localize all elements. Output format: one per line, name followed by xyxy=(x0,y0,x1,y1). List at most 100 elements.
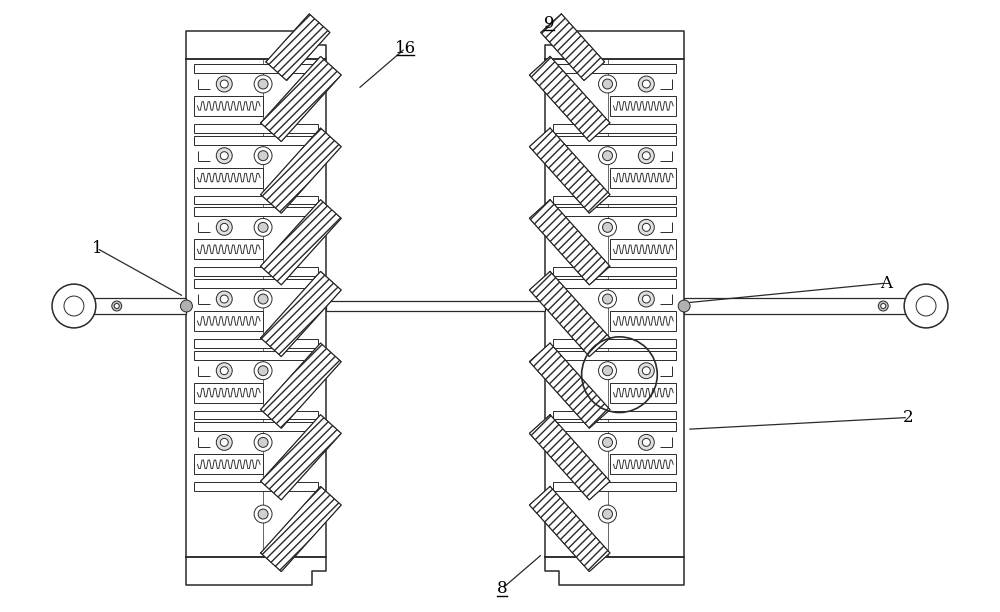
Polygon shape xyxy=(545,557,684,584)
Circle shape xyxy=(220,438,228,446)
Bar xyxy=(553,411,676,419)
Polygon shape xyxy=(545,31,684,59)
Polygon shape xyxy=(529,271,610,357)
Bar xyxy=(194,124,318,133)
Polygon shape xyxy=(541,14,605,81)
Circle shape xyxy=(638,147,654,163)
Circle shape xyxy=(216,291,232,307)
Bar xyxy=(553,339,676,348)
Bar xyxy=(194,311,263,331)
Circle shape xyxy=(599,290,616,308)
Circle shape xyxy=(220,80,228,88)
Circle shape xyxy=(878,301,888,311)
Polygon shape xyxy=(529,56,610,141)
Bar xyxy=(194,267,318,276)
Bar xyxy=(610,96,676,116)
Bar xyxy=(610,311,676,331)
Circle shape xyxy=(258,79,268,89)
Polygon shape xyxy=(529,200,610,285)
Text: 9: 9 xyxy=(544,15,554,32)
Bar xyxy=(194,168,263,187)
Circle shape xyxy=(254,290,272,308)
Bar xyxy=(194,96,263,116)
Bar xyxy=(610,382,676,403)
Circle shape xyxy=(254,147,272,165)
Circle shape xyxy=(603,151,612,161)
Text: A: A xyxy=(880,275,892,291)
Circle shape xyxy=(642,367,650,375)
Circle shape xyxy=(638,363,654,379)
Bar xyxy=(553,195,676,204)
Bar xyxy=(553,279,676,288)
Polygon shape xyxy=(261,487,341,572)
Circle shape xyxy=(114,304,119,308)
Bar xyxy=(194,64,318,73)
Circle shape xyxy=(603,509,612,519)
Circle shape xyxy=(599,218,616,236)
Circle shape xyxy=(220,295,228,303)
Circle shape xyxy=(638,435,654,450)
Bar xyxy=(194,351,318,360)
Circle shape xyxy=(599,433,616,451)
Text: 8: 8 xyxy=(497,580,507,597)
Polygon shape xyxy=(261,56,341,141)
Circle shape xyxy=(881,304,886,308)
Bar xyxy=(194,482,318,491)
Bar xyxy=(194,382,263,403)
Bar xyxy=(553,267,676,276)
Bar xyxy=(194,239,263,259)
Bar xyxy=(326,301,545,311)
Circle shape xyxy=(216,435,232,450)
Circle shape xyxy=(220,367,228,375)
Bar xyxy=(553,422,676,431)
Bar xyxy=(553,207,676,217)
Circle shape xyxy=(220,152,228,160)
Circle shape xyxy=(642,295,650,303)
Bar xyxy=(553,482,676,491)
Bar xyxy=(553,136,676,144)
Circle shape xyxy=(678,300,690,312)
Circle shape xyxy=(603,79,612,89)
Circle shape xyxy=(216,76,232,92)
Circle shape xyxy=(599,362,616,379)
Circle shape xyxy=(599,75,616,93)
Bar xyxy=(194,422,318,431)
Bar xyxy=(194,195,318,204)
Circle shape xyxy=(64,296,84,316)
Polygon shape xyxy=(261,343,341,428)
Circle shape xyxy=(642,438,650,446)
Text: 16: 16 xyxy=(395,40,416,57)
Circle shape xyxy=(258,366,268,376)
Bar xyxy=(553,64,676,73)
Circle shape xyxy=(638,291,654,307)
Polygon shape xyxy=(186,557,326,584)
Circle shape xyxy=(258,222,268,233)
Polygon shape xyxy=(261,271,341,357)
Polygon shape xyxy=(529,415,610,500)
Bar xyxy=(194,339,318,348)
Bar xyxy=(610,239,676,259)
Circle shape xyxy=(599,505,616,523)
Polygon shape xyxy=(261,200,341,285)
Circle shape xyxy=(52,284,96,328)
Circle shape xyxy=(216,219,232,236)
Circle shape xyxy=(254,433,272,451)
Circle shape xyxy=(180,300,192,312)
Circle shape xyxy=(916,296,936,316)
Circle shape xyxy=(254,362,272,379)
Bar xyxy=(545,59,684,557)
Bar xyxy=(553,351,676,360)
Polygon shape xyxy=(261,128,341,213)
Circle shape xyxy=(904,284,948,328)
Bar xyxy=(194,207,318,217)
Bar xyxy=(684,298,906,314)
Text: 1: 1 xyxy=(92,240,102,257)
Bar xyxy=(194,454,263,474)
Circle shape xyxy=(258,509,268,519)
Circle shape xyxy=(112,301,122,311)
Circle shape xyxy=(638,219,654,236)
Bar xyxy=(186,59,326,557)
Polygon shape xyxy=(529,487,610,572)
Circle shape xyxy=(599,147,616,165)
Circle shape xyxy=(216,147,232,163)
